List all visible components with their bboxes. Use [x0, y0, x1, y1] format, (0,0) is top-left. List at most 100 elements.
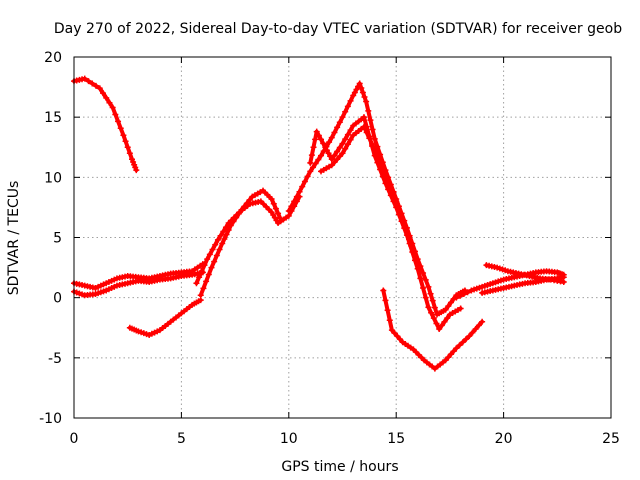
x-tick-label: 0	[70, 431, 79, 447]
data-point	[320, 140, 327, 147]
data-point	[358, 84, 365, 91]
data-point	[197, 292, 204, 299]
data-point	[447, 299, 454, 306]
data-point	[464, 289, 471, 296]
data-point	[444, 315, 451, 322]
data-point	[106, 99, 113, 106]
data-point	[366, 135, 373, 142]
data-point	[243, 200, 250, 207]
x-tick-label: 25	[602, 431, 620, 447]
data-point	[268, 195, 275, 202]
data-point	[388, 327, 395, 334]
data-point	[318, 136, 325, 143]
data-point	[270, 200, 277, 207]
data-point	[241, 203, 248, 210]
data-point	[211, 258, 218, 265]
data-point	[425, 304, 432, 311]
data-point	[230, 218, 237, 225]
data-point	[442, 306, 449, 313]
data-point	[93, 82, 100, 89]
data-point	[382, 297, 389, 304]
data-point	[200, 285, 207, 292]
data-point	[457, 305, 464, 312]
data-point	[203, 278, 210, 285]
data-point	[353, 86, 360, 93]
data-point	[422, 294, 429, 301]
data-point	[367, 117, 374, 124]
data-point	[272, 205, 279, 212]
data-point	[336, 119, 343, 126]
data-point	[208, 264, 215, 271]
data-point	[428, 309, 435, 316]
data-point	[420, 269, 427, 276]
data-point	[328, 156, 335, 163]
data-point	[322, 144, 329, 151]
data-point	[379, 165, 386, 172]
data-point	[363, 129, 370, 136]
data-point	[103, 94, 110, 101]
data-point	[359, 89, 366, 96]
data-point	[126, 150, 133, 157]
data-point	[112, 111, 119, 118]
data-point	[398, 214, 405, 221]
data-point	[453, 294, 460, 301]
data-point	[427, 290, 434, 297]
data-point	[233, 214, 240, 221]
data-point	[360, 123, 367, 130]
data-point	[296, 188, 303, 195]
data-point	[339, 114, 346, 121]
data-point	[304, 173, 311, 180]
data-point	[214, 236, 221, 243]
data-point	[99, 90, 106, 97]
data-point	[312, 136, 319, 143]
data-point	[401, 221, 408, 228]
data-point	[217, 232, 224, 239]
data-point	[315, 132, 322, 139]
data-point	[384, 307, 391, 314]
data-point	[328, 162, 335, 169]
data-point	[410, 249, 417, 256]
data-point	[430, 315, 437, 322]
y-tick-label: -5	[48, 351, 62, 367]
data-point	[456, 342, 463, 349]
data-point	[342, 136, 349, 143]
data-point	[344, 103, 351, 110]
data-point	[475, 322, 482, 329]
data-point	[459, 339, 466, 346]
data-point	[339, 140, 346, 147]
data-point	[328, 134, 335, 141]
data-point	[193, 280, 200, 287]
data-point	[406, 236, 413, 243]
data-point	[334, 156, 341, 163]
data-point	[339, 150, 346, 157]
data-point	[336, 153, 343, 160]
data-series	[71, 75, 567, 372]
data-point	[466, 333, 473, 340]
data-point	[334, 124, 341, 131]
data-point	[221, 236, 228, 243]
axis-ticks: 0 5 10 15 20 25 -10 -5 0 5 10 15 20	[39, 50, 620, 447]
data-point	[331, 152, 338, 159]
data-point	[429, 297, 436, 304]
y-tick-label: 10	[44, 170, 62, 186]
x-tick-label: 20	[495, 431, 513, 447]
data-point	[344, 141, 351, 148]
data-point	[325, 150, 332, 157]
y-tick-label: 5	[53, 231, 62, 247]
data-point	[457, 292, 464, 299]
data-point	[213, 252, 220, 259]
data-point	[395, 206, 402, 213]
data-point	[275, 210, 282, 217]
data-point	[371, 135, 378, 142]
data-point	[431, 304, 438, 311]
data-point	[447, 351, 454, 358]
data-point	[115, 118, 122, 125]
data-point	[326, 139, 333, 146]
x-tick-label: 10	[280, 431, 298, 447]
data-point	[396, 336, 403, 343]
data-point	[315, 156, 322, 163]
data-point	[472, 325, 479, 332]
data-point	[369, 140, 376, 147]
data-point	[360, 114, 367, 121]
data-point	[363, 98, 370, 105]
